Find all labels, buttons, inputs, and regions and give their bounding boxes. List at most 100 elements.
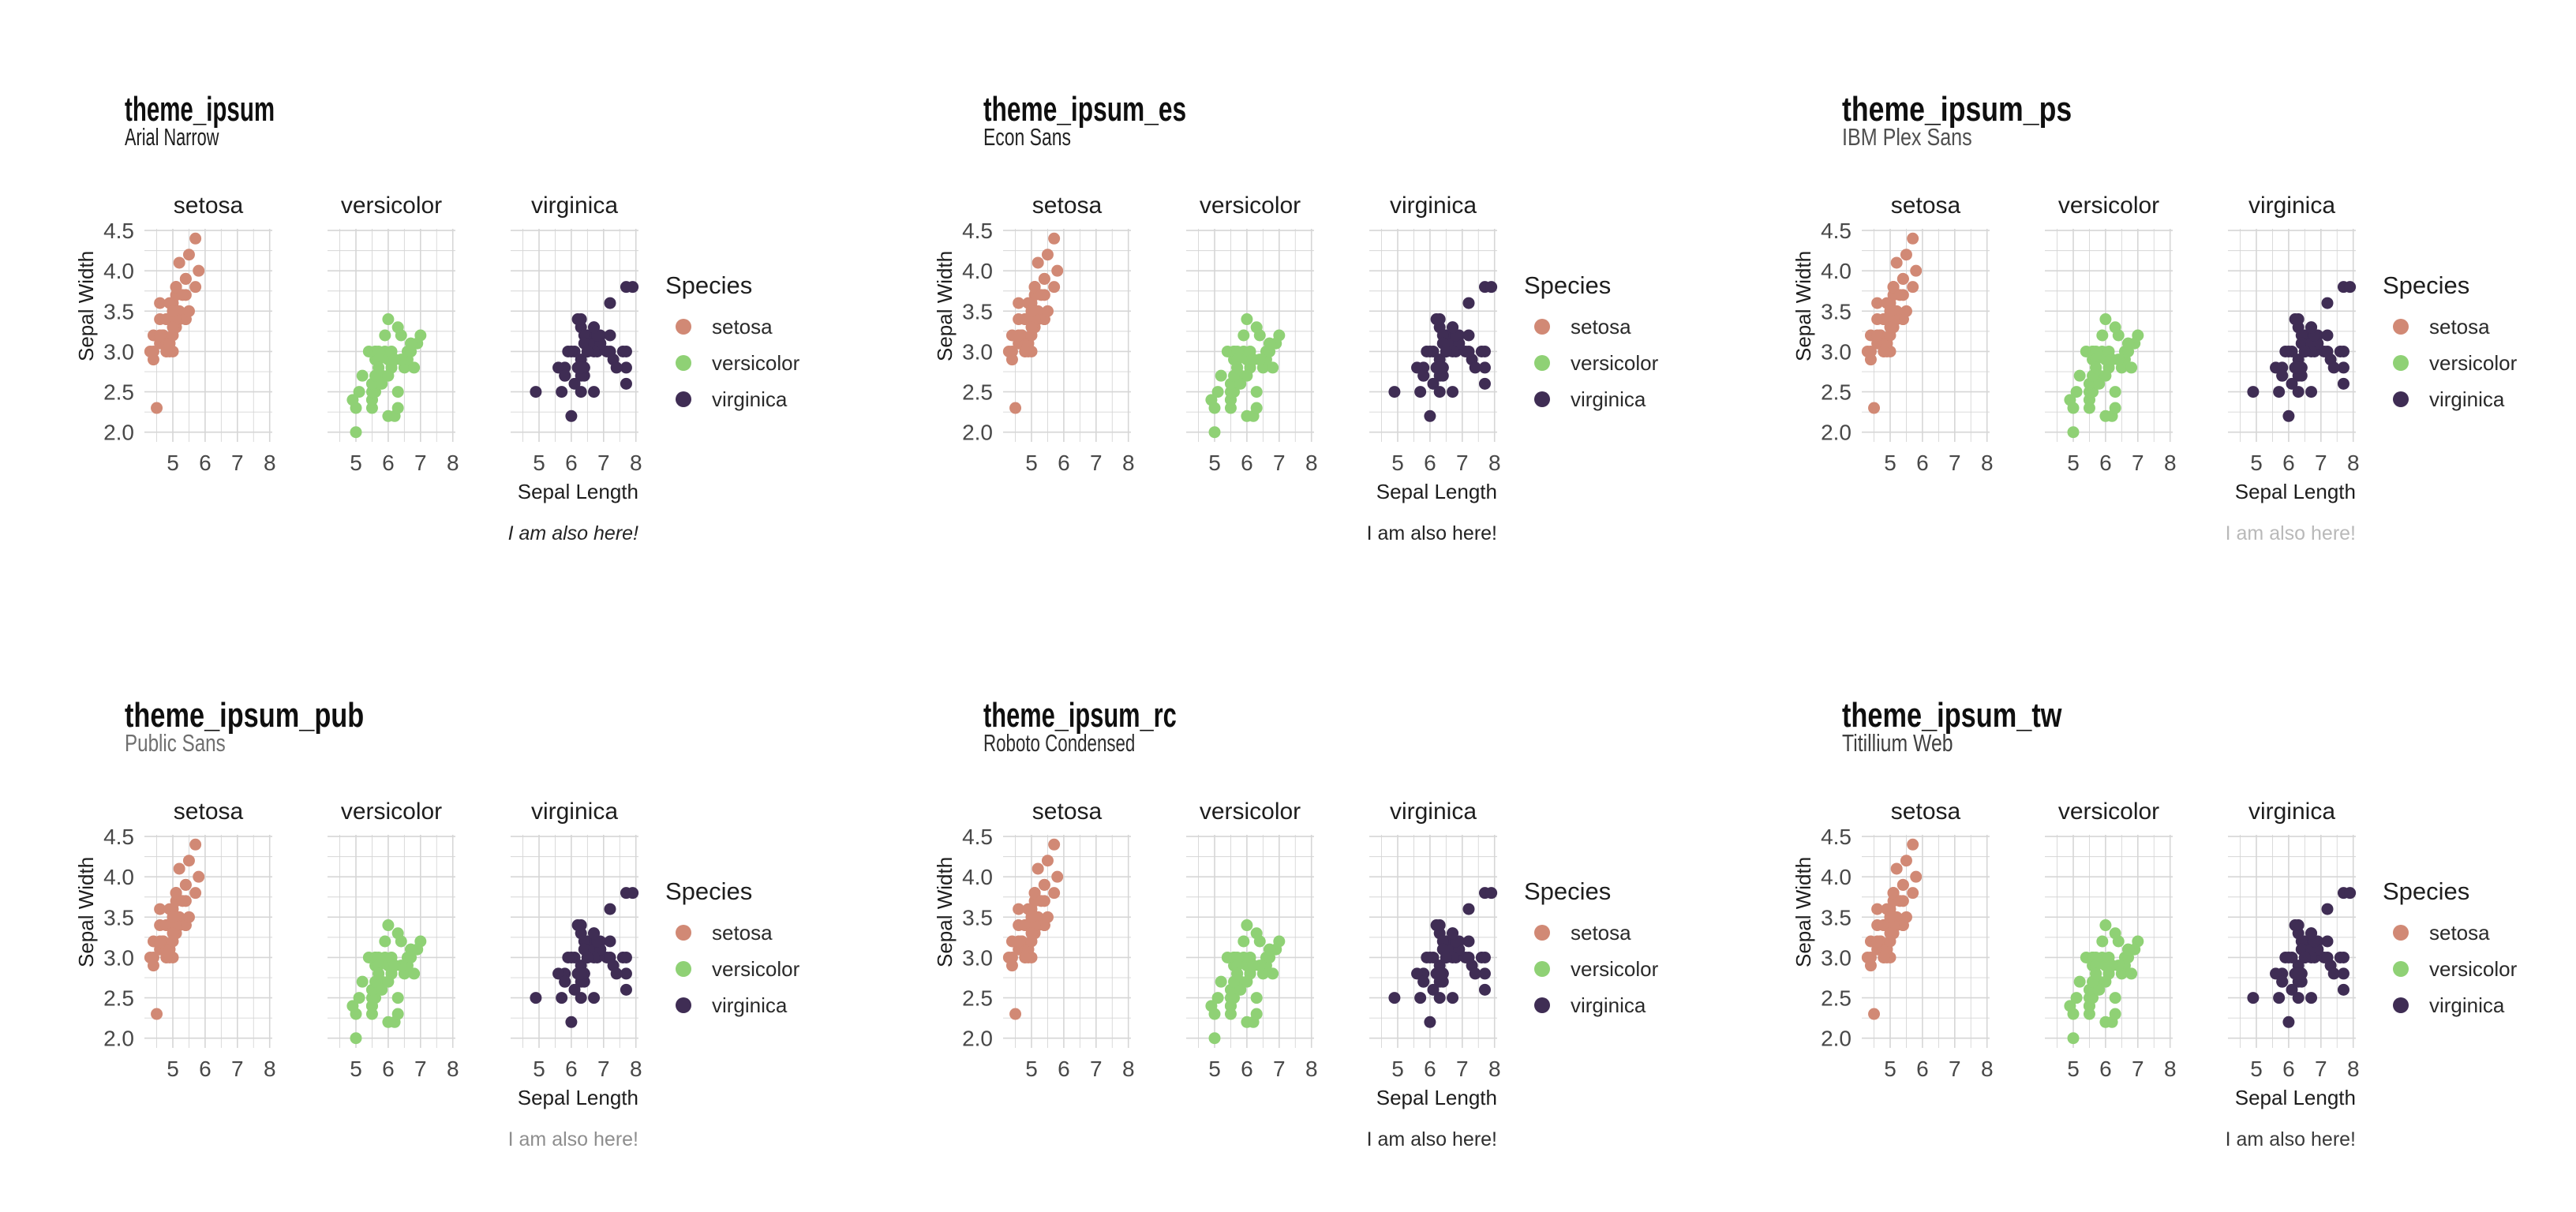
plot-subtitle: Public Sans <box>125 729 226 757</box>
x-axis-title: Sepal Length <box>1376 480 1497 503</box>
data-point <box>2337 345 2349 357</box>
data-point <box>405 943 417 956</box>
x-tick-label: 5 <box>2067 1057 2080 1081</box>
data-point <box>1907 281 1919 294</box>
plot-title: theme_ipsum_rc <box>983 695 1177 735</box>
data-point <box>2305 992 2318 1004</box>
data-point <box>167 321 179 334</box>
data-point <box>193 264 205 277</box>
legend-swatch-setosa <box>2393 319 2409 335</box>
data-point <box>2321 903 2334 915</box>
data-point <box>556 386 568 398</box>
x-tick-label: 8 <box>1305 1057 1318 1081</box>
data-point <box>2099 919 2112 932</box>
y-tick-label: 3.0 <box>962 945 993 970</box>
data-point <box>391 992 404 1004</box>
data-point <box>350 1032 362 1045</box>
y-tick-label: 2.0 <box>962 1027 993 1051</box>
data-point <box>1424 410 1436 422</box>
x-tick-label: 6 <box>1058 1057 1070 1081</box>
y-tick-label: 4.5 <box>962 825 993 849</box>
legend-label: virginica <box>712 993 788 1017</box>
data-point <box>1890 256 1903 269</box>
plot-title: theme_ipsum_pub <box>125 695 365 735</box>
x-tick-label: 7 <box>597 1057 610 1081</box>
data-point <box>1462 903 1475 915</box>
x-tick-label: 7 <box>1273 1057 1286 1081</box>
legend-title: Species <box>1524 271 1611 299</box>
data-point <box>388 960 401 972</box>
legend-swatch-virginica <box>2393 997 2409 1013</box>
data-point <box>182 249 195 261</box>
data-point <box>1462 297 1475 309</box>
x-axis-title: Sepal Length <box>2235 1086 2356 1109</box>
data-point <box>2289 313 2301 326</box>
data-point <box>1447 992 1459 1004</box>
x-axis-title: Sepal Length <box>518 480 638 503</box>
data-point <box>154 903 167 915</box>
data-point <box>2090 361 2102 374</box>
data-point <box>1871 903 1884 915</box>
data-point <box>1051 870 1064 883</box>
data-point <box>147 951 159 963</box>
data-point <box>1234 983 1247 996</box>
legend-swatch-versicolor <box>1534 961 1550 977</box>
data-point <box>160 345 173 357</box>
facet-strip-label: setosa <box>174 193 244 219</box>
data-point <box>627 281 639 294</box>
x-tick-label: 5 <box>533 451 545 475</box>
data-point <box>382 919 395 932</box>
data-point <box>1048 232 1061 245</box>
data-point <box>2073 369 2086 382</box>
y-tick-label: 2.0 <box>103 1027 134 1051</box>
legend-swatch-setosa <box>676 319 691 335</box>
data-point <box>1871 329 1884 342</box>
x-tick-label: 8 <box>447 451 459 475</box>
x-tick-label: 7 <box>2315 1057 2327 1081</box>
x-axis-title: Sepal Length <box>1376 1086 1497 1109</box>
x-tick-label: 6 <box>1058 451 1070 475</box>
data-point <box>1032 862 1044 875</box>
data-point <box>2286 377 2298 390</box>
data-point <box>1035 895 1047 907</box>
data-point <box>1433 386 1446 398</box>
data-point <box>2067 1032 2080 1045</box>
data-point <box>1884 927 1896 940</box>
data-point <box>1005 345 1018 357</box>
data-point <box>1250 1008 1263 1020</box>
data-point <box>2321 951 2334 963</box>
data-point <box>1424 1016 1436 1028</box>
data-point <box>376 377 388 390</box>
data-point <box>1250 402 1263 414</box>
data-point <box>1910 870 1923 883</box>
facet-strip-label: virginica <box>1390 193 1477 219</box>
data-point <box>620 983 632 996</box>
x-tick-label: 7 <box>1273 451 1286 475</box>
data-point <box>2067 1008 2080 1020</box>
data-point <box>176 289 189 301</box>
data-point <box>627 887 639 900</box>
facet-strip-label: versicolor <box>2058 799 2159 825</box>
facet-panel-virginica: virginica 5 6 7 8 <box>511 799 642 1081</box>
x-tick-label: 7 <box>414 1057 427 1081</box>
y-tick-label: 4.0 <box>103 259 134 283</box>
data-point <box>1388 992 1401 1004</box>
x-tick-label: 8 <box>1305 451 1318 475</box>
data-point <box>2073 975 2086 988</box>
data-point <box>1211 386 1224 398</box>
data-point <box>2125 361 2138 374</box>
x-tick-label: 8 <box>1981 451 1994 475</box>
data-point <box>620 345 632 357</box>
data-point <box>2247 992 2260 1004</box>
data-point <box>147 345 159 357</box>
data-point <box>350 402 362 414</box>
plot-subtitle: Titillium Web <box>1842 729 1953 757</box>
y-tick-label: 3.0 <box>1821 945 1852 970</box>
x-axis-title: Sepal Length <box>518 1086 638 1109</box>
data-point <box>1028 281 1041 294</box>
data-point <box>1462 951 1475 963</box>
x-tick-label: 6 <box>1241 1057 1253 1081</box>
data-point <box>571 919 584 932</box>
x-tick-label: 5 <box>350 1057 362 1081</box>
